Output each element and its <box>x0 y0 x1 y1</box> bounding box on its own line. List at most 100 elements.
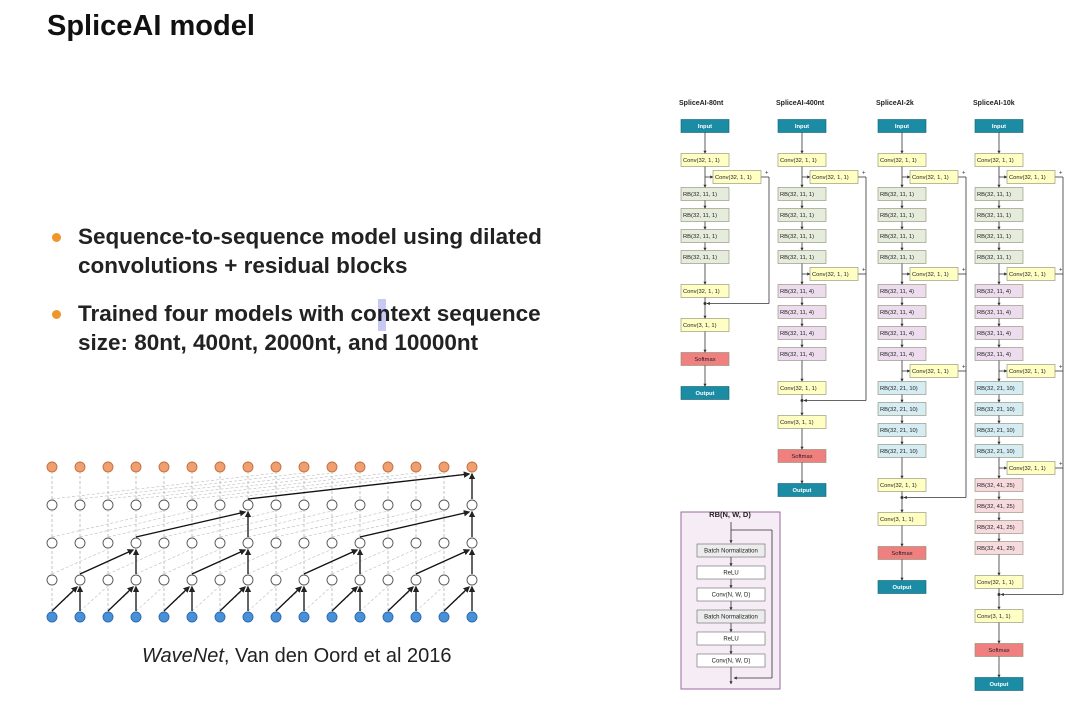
connector <box>135 472 361 500</box>
layer-label: RB(32, 11, 4) <box>880 331 914 337</box>
layer-label: RB(32, 11, 1) <box>880 192 914 198</box>
layer-label: Conv(32, 1, 1) <box>780 386 817 392</box>
wavenet-node <box>102 574 114 586</box>
layer-label: Output <box>990 682 1009 688</box>
connector <box>107 586 134 612</box>
wavenet-node <box>270 499 282 511</box>
layer-label: Output <box>696 391 715 397</box>
bullet-dot <box>52 310 61 319</box>
rb-layer <box>696 653 766 668</box>
connector <box>51 510 165 538</box>
wavenet-node <box>270 574 282 586</box>
wavenet-node <box>74 574 86 586</box>
bullet-line: convolutions + residual blocks <box>78 253 408 278</box>
layer-label: RB(32, 11, 4) <box>880 310 914 316</box>
wavenet-node <box>186 537 198 549</box>
connector <box>191 585 221 612</box>
wavenet-node <box>46 574 58 586</box>
connector <box>219 472 445 500</box>
wavenet-node <box>158 461 170 473</box>
layer-label: RB(32, 11, 1) <box>780 192 814 198</box>
connector <box>163 586 190 612</box>
wavenet-node <box>354 574 366 586</box>
wavenet-node <box>466 611 478 623</box>
layer-label: RB(32, 11, 1) <box>683 192 717 198</box>
plus-sign: + <box>1059 365 1063 371</box>
wavenet-node <box>354 611 366 623</box>
layer-label: RB(32, 11, 4) <box>780 289 814 295</box>
plus-sign: + <box>862 268 866 274</box>
model-layer <box>1006 364 1056 378</box>
wavenet-node <box>186 574 198 586</box>
connector <box>415 585 445 612</box>
layer-label: Conv(32, 1, 1) <box>977 158 1014 164</box>
layer-label: Conv(32, 1, 1) <box>912 175 949 181</box>
bullet: Trained four models with context sequenc… <box>52 299 541 357</box>
layer-label: RB(32, 11, 1) <box>683 255 717 261</box>
model-layer <box>1006 267 1056 281</box>
layer-label: Conv(32, 1, 1) <box>880 158 917 164</box>
layer-label: RB(32, 11, 1) <box>683 234 717 240</box>
wavenet-node <box>270 461 282 473</box>
wavenet-node <box>102 499 114 511</box>
wavenet-node <box>74 537 86 549</box>
connector <box>443 586 470 612</box>
wavenet-node <box>466 574 478 586</box>
wavenet-node <box>242 574 254 586</box>
layer-label: RB(32, 41, 25) <box>977 546 1015 552</box>
wavenet-node <box>158 537 170 549</box>
layer-label: RB(32, 11, 1) <box>880 234 914 240</box>
wavenet-node <box>326 611 338 623</box>
wavenet-node <box>74 611 86 623</box>
connector <box>387 548 445 575</box>
sum-node <box>703 302 707 305</box>
connector <box>275 548 333 575</box>
wavenet-node <box>214 537 226 549</box>
connector <box>275 586 302 612</box>
wavenet-node <box>382 537 394 549</box>
layer-label: Conv(32, 1, 1) <box>912 272 949 278</box>
plus-sign: + <box>962 268 966 274</box>
layer-label: Softmax <box>694 357 715 363</box>
wavenet-node <box>354 499 366 511</box>
wavenet-node <box>242 499 254 511</box>
wavenet-node <box>186 611 198 623</box>
layer-label: Conv(32, 1, 1) <box>715 175 752 181</box>
wavenet-node <box>130 537 142 549</box>
layer-label: RB(32, 11, 1) <box>683 213 717 219</box>
connector <box>275 510 389 538</box>
wavenet-node <box>410 574 422 586</box>
layer-label: RB(32, 21, 10) <box>977 386 1015 392</box>
connector <box>247 585 277 612</box>
model-layer <box>909 170 959 184</box>
wavenet-node <box>242 537 254 549</box>
model-title: SpliceAI-10k <box>973 100 1015 107</box>
sum-node <box>800 399 804 402</box>
model-layer <box>680 386 730 400</box>
layer-label: RB(32, 11, 4) <box>977 331 1011 337</box>
model-layer <box>877 580 927 594</box>
model-title: SpliceAI-2k <box>876 100 914 107</box>
connector <box>247 548 305 575</box>
connector <box>163 472 389 500</box>
model-layer <box>809 170 859 184</box>
wavenet-node <box>214 611 226 623</box>
layer-label: Output <box>793 488 812 494</box>
wavenet-node <box>298 499 310 511</box>
layer-label: Conv(32, 1, 1) <box>880 483 917 489</box>
connector <box>303 510 417 538</box>
rb-layer-label: ReLU <box>723 571 738 577</box>
layer-label: Conv(3, 1, 1) <box>977 614 1011 620</box>
model-layer <box>1006 461 1056 475</box>
wavenet-node <box>186 499 198 511</box>
layer-label: Conv(32, 1, 1) <box>977 580 1014 586</box>
model-layer <box>909 364 959 378</box>
layer-label: Softmax <box>988 648 1009 654</box>
figure-caption: WaveNet, Van den Oord et al 2016 <box>142 645 451 668</box>
wavenet-node <box>354 461 366 473</box>
connector <box>107 510 221 538</box>
connector <box>163 548 221 575</box>
connector <box>135 548 193 575</box>
layer-label: RB(32, 41, 25) <box>977 525 1015 531</box>
